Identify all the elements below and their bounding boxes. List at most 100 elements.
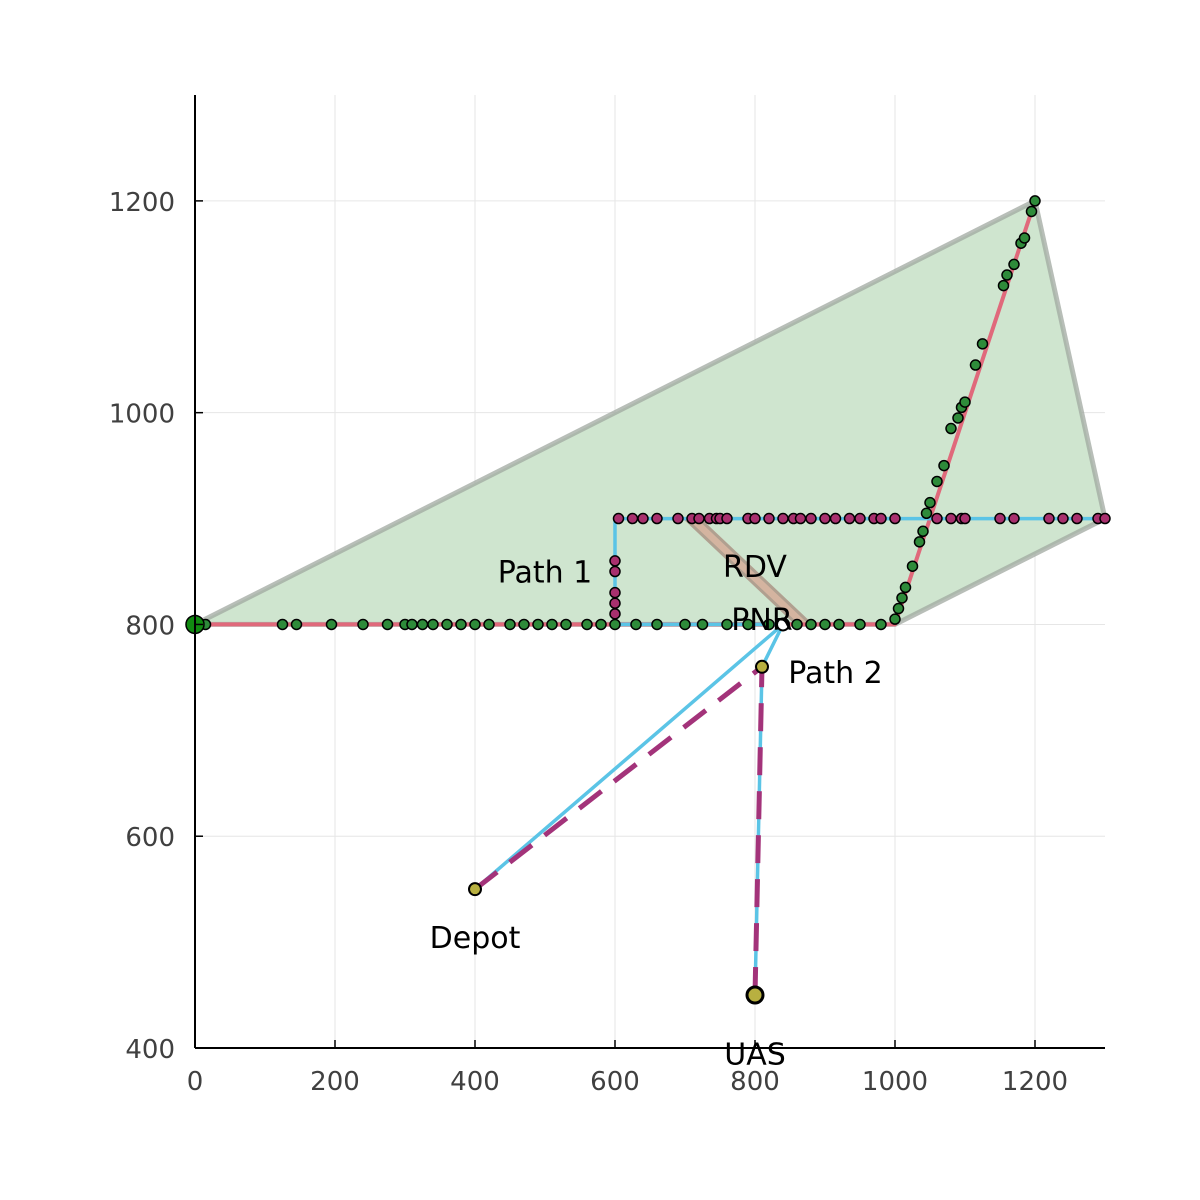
green-point-35 <box>854 618 866 631</box>
green-point-59 <box>1025 205 1038 218</box>
green-point-16 <box>518 618 530 631</box>
green-point-9 <box>416 618 429 631</box>
magenta-point-25 <box>843 512 856 525</box>
green-point-24 <box>651 618 663 631</box>
green-point-38 <box>892 602 905 615</box>
y-tick-label-1: 600 <box>125 823 175 853</box>
x-tick-label-6: 1200 <box>1002 1067 1068 1097</box>
dashed-line-1 <box>752 666 765 996</box>
dashed-line-0 <box>473 664 764 892</box>
magenta-point-15 <box>721 512 733 525</box>
green-point-41 <box>906 560 919 572</box>
green-point-36 <box>875 618 887 631</box>
green-point-18 <box>546 618 558 631</box>
y-tick-label-4: 1200 <box>109 188 175 218</box>
green-point-10 <box>427 618 439 631</box>
annotation-depot: Depot <box>430 921 521 956</box>
green-point-5 <box>357 618 369 631</box>
magenta-point-36 <box>1043 512 1055 525</box>
green-point-60 <box>1029 195 1041 207</box>
green-point-20 <box>581 618 593 631</box>
green-point-43 <box>917 525 929 538</box>
annotation-pnr: PNR <box>731 603 792 638</box>
magenta-point-35 <box>1008 512 1020 525</box>
green-point-29 <box>763 618 775 631</box>
green-point-55 <box>1001 269 1013 281</box>
magenta-point-18 <box>763 512 775 525</box>
magenta-point-9 <box>672 512 684 525</box>
green-point-48 <box>945 422 957 435</box>
magenta-point-7 <box>637 512 649 525</box>
green-point-25 <box>679 618 691 631</box>
green-point-23 <box>630 618 642 631</box>
magenta-point-1 <box>609 597 621 610</box>
magenta-point-23 <box>819 512 831 525</box>
green-point-3 <box>290 618 303 631</box>
magenta-point-5 <box>612 512 625 525</box>
green-point-54 <box>997 279 1010 292</box>
magenta-point-0 <box>609 608 621 620</box>
magenta-point-33 <box>959 512 971 525</box>
green-point-47 <box>938 459 950 472</box>
y-tick-label-2: 800 <box>125 611 175 641</box>
axes <box>194 95 1105 1049</box>
magenta-point-37 <box>1057 512 1069 525</box>
magenta-point-21 <box>794 512 807 525</box>
green-point-31 <box>791 618 803 631</box>
green-point-26 <box>696 618 709 631</box>
magenta-point-4 <box>609 555 621 567</box>
green-point-6 <box>381 618 394 631</box>
magenta-point-19 <box>777 512 789 525</box>
green-point-40 <box>899 581 912 594</box>
magenta-point-30 <box>931 512 943 525</box>
magenta-point-40 <box>1099 512 1111 525</box>
magenta-point-38 <box>1071 512 1083 525</box>
green-point-52 <box>969 359 982 371</box>
green-point-32 <box>805 618 817 631</box>
green-point-27 <box>721 618 733 631</box>
green-point-14 <box>483 618 495 631</box>
green-point-33 <box>819 618 831 631</box>
green-point-56 <box>1008 258 1020 271</box>
magenta-point-22 <box>805 512 817 525</box>
green-point-2 <box>276 618 289 631</box>
magenta-point-2 <box>609 586 621 599</box>
green-point-58 <box>1018 232 1031 244</box>
annotations: Path 1 RDV PNR Path 2 Depot UAS <box>430 550 883 1072</box>
pnr-point <box>776 617 790 632</box>
magenta-point-31 <box>945 512 957 525</box>
annotation-path-1: Path 1 <box>498 556 593 591</box>
green-point-4 <box>325 618 338 631</box>
y-tick-label-3: 1000 <box>109 400 175 430</box>
magenta-point-8 <box>651 512 663 525</box>
x-tick-label-0: 0 <box>187 1067 204 1097</box>
magenta-point-24 <box>829 512 842 525</box>
rdv-point <box>755 659 769 674</box>
green-point-49 <box>952 412 964 424</box>
green-point-45 <box>924 496 936 509</box>
magenta-point-11 <box>693 512 705 525</box>
magenta-point-26 <box>854 512 866 525</box>
green-point-22 <box>609 618 621 631</box>
tick-labels: 0 200 400 600 800 1000 1200 400 600 800 1000 1200 <box>109 188 1068 1097</box>
magenta-point-28 <box>875 512 887 525</box>
x-tick-label-3: 600 <box>590 1067 640 1097</box>
green-point-51 <box>959 396 971 408</box>
depot-point <box>468 882 482 897</box>
annotation-path-2: Path 2 <box>788 656 883 691</box>
green-point-28 <box>742 618 754 631</box>
x-tick-label-1: 200 <box>310 1067 360 1097</box>
magenta-point-34 <box>994 512 1006 525</box>
y-tick-label-0: 400 <box>125 1035 175 1065</box>
green-point-11 <box>441 618 453 631</box>
green-point-53 <box>976 338 989 350</box>
magenta-point-29 <box>889 512 901 525</box>
green-point-34 <box>833 618 845 631</box>
magenta-point-3 <box>609 565 621 578</box>
green-point-13 <box>469 618 481 631</box>
green-point-46 <box>931 475 943 488</box>
magenta-point-17 <box>749 512 761 525</box>
green-point-42 <box>913 536 926 548</box>
green-point-37 <box>889 613 901 625</box>
